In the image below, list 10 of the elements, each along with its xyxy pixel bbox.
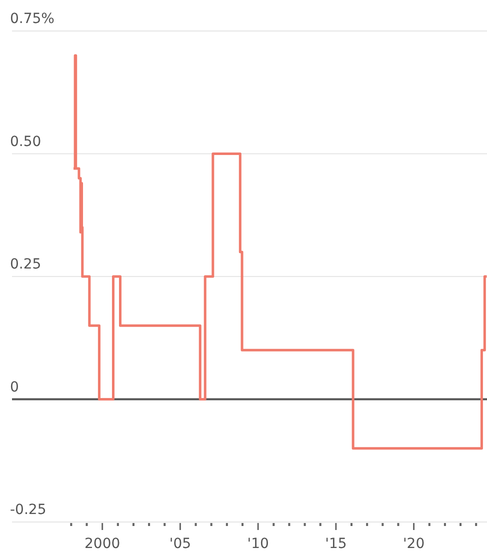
y-tick-label: 0 — [10, 379, 19, 396]
y-tick-label: -0.25 — [10, 502, 46, 518]
x-tick-label: '15 — [325, 536, 347, 552]
x-tick-label: '20 — [402, 536, 425, 552]
y-tick-label: 0.25 — [10, 256, 42, 272]
x-tick-label: '10 — [247, 536, 269, 552]
y-tick-label: 0.75% — [10, 11, 54, 27]
y-tick-label: 0.50 — [10, 134, 42, 150]
x-tick-label: 2000 — [84, 536, 120, 552]
x-tick-label: '05 — [169, 536, 192, 552]
